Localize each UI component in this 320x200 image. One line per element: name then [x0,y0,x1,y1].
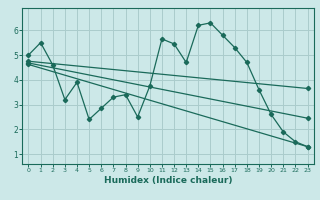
X-axis label: Humidex (Indice chaleur): Humidex (Indice chaleur) [104,176,232,185]
